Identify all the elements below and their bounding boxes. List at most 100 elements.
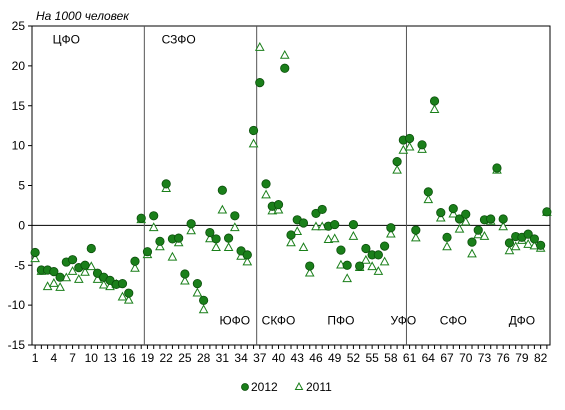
axes (31, 25, 551, 346)
point-2011 (286, 237, 296, 247)
district-label: ЮФО (220, 313, 251, 327)
point-2011 (192, 287, 203, 297)
point-2012 (473, 225, 483, 235)
x-tick-label: 13 (103, 351, 117, 365)
x-tick-label: 4 (50, 351, 57, 365)
point-2011 (304, 267, 315, 277)
point-2012 (174, 233, 184, 243)
point-2012 (448, 204, 458, 214)
point-2012 (492, 163, 502, 173)
point-2011 (423, 194, 434, 204)
point-2011 (442, 241, 452, 251)
y-tick-label: 25 (12, 19, 26, 33)
point-2011 (386, 228, 396, 238)
point-2012 (429, 96, 440, 106)
point-2011 (273, 204, 284, 214)
point-2011 (292, 226, 303, 236)
point-2011 (55, 282, 65, 291)
point-2011 (361, 254, 371, 264)
y-tick-label: 10 (12, 139, 26, 153)
district-label: ЦФО (53, 33, 80, 47)
point-2011 (186, 225, 196, 235)
y-tick-label: 20 (12, 59, 26, 73)
point-2012 (180, 269, 190, 279)
plot-frame (31, 25, 551, 346)
point-2012 (467, 237, 477, 247)
point-2012 (355, 261, 365, 271)
point-2011 (279, 49, 290, 59)
point-2011 (298, 242, 309, 252)
x-tick-label: 67 (440, 351, 454, 365)
point-2012 (211, 234, 221, 244)
x-tick-label: 37 (253, 351, 267, 365)
x-tick-label: 55 (365, 351, 379, 365)
district-separators (143, 26, 407, 345)
point-2012 (529, 234, 539, 244)
point-2011 (373, 266, 384, 275)
point-2011 (242, 256, 253, 266)
y-tick-label: -15 (8, 338, 26, 352)
district-label: СКФО (262, 313, 296, 327)
point-2012 (67, 255, 78, 265)
point-2012 (149, 211, 159, 221)
x-tick-label: 22 (160, 351, 174, 365)
point-2011 (404, 141, 415, 151)
data-marks (30, 41, 552, 314)
point-2012 (486, 214, 496, 224)
x-tick-label: 1 (32, 351, 39, 365)
x-tick-label: 49 (328, 351, 342, 365)
point-2011 (498, 221, 509, 231)
x-tick-label: 28 (197, 351, 211, 365)
point-2011 (148, 222, 159, 232)
point-2011 (117, 291, 128, 301)
x-tick-label: 52 (347, 351, 361, 365)
point-2011 (523, 238, 534, 248)
point-2011 (510, 241, 521, 251)
point-2012 (230, 211, 240, 221)
point-2011 (454, 223, 465, 233)
district-label: ДФО (509, 313, 535, 327)
point-2012 (380, 241, 390, 251)
x-tick-label: 82 (534, 351, 548, 365)
x-tick-label: 79 (515, 351, 529, 365)
point-2012 (523, 229, 533, 239)
point-2011 (429, 104, 440, 114)
point-2012 (536, 240, 546, 250)
point-2011 (348, 230, 359, 240)
x-tick-label: 25 (178, 351, 192, 365)
point-2012 (223, 233, 234, 243)
point-2011 (392, 164, 402, 174)
point-2012 (161, 179, 171, 189)
point-2012 (217, 185, 227, 195)
point-2012 (317, 204, 327, 215)
x-tick-label: 64 (422, 351, 436, 365)
x-tick-label: 34 (234, 351, 248, 365)
x-tick-label: 40 (272, 351, 286, 365)
point-2012 (142, 247, 153, 257)
point-2012 (30, 247, 40, 258)
district-label: ПФО (327, 313, 354, 327)
x-tick-label: 58 (384, 351, 398, 365)
point-2012 (273, 200, 284, 210)
point-2012 (86, 243, 96, 254)
x-tick-label: 16 (122, 351, 136, 365)
point-2011 (467, 248, 477, 258)
district-label: СФО (440, 313, 467, 327)
point-2012 (242, 250, 252, 260)
point-2011 (211, 242, 221, 252)
point-2012 (186, 219, 196, 229)
x-tick-label: 73 (478, 351, 492, 365)
legend-label-2012: 2012 (251, 380, 278, 394)
point-2012 (423, 187, 433, 197)
point-2012 (498, 214, 508, 224)
point-2011 (248, 138, 259, 148)
point-2011 (167, 251, 178, 261)
legend: 2012 2011 (241, 380, 332, 394)
x-tick-label: 70 (459, 351, 473, 365)
legend-label-2011: 2011 (306, 380, 332, 394)
point-2011 (311, 221, 321, 231)
point-2011 (379, 256, 390, 266)
point-2011 (460, 216, 471, 226)
point-2011 (323, 234, 334, 244)
